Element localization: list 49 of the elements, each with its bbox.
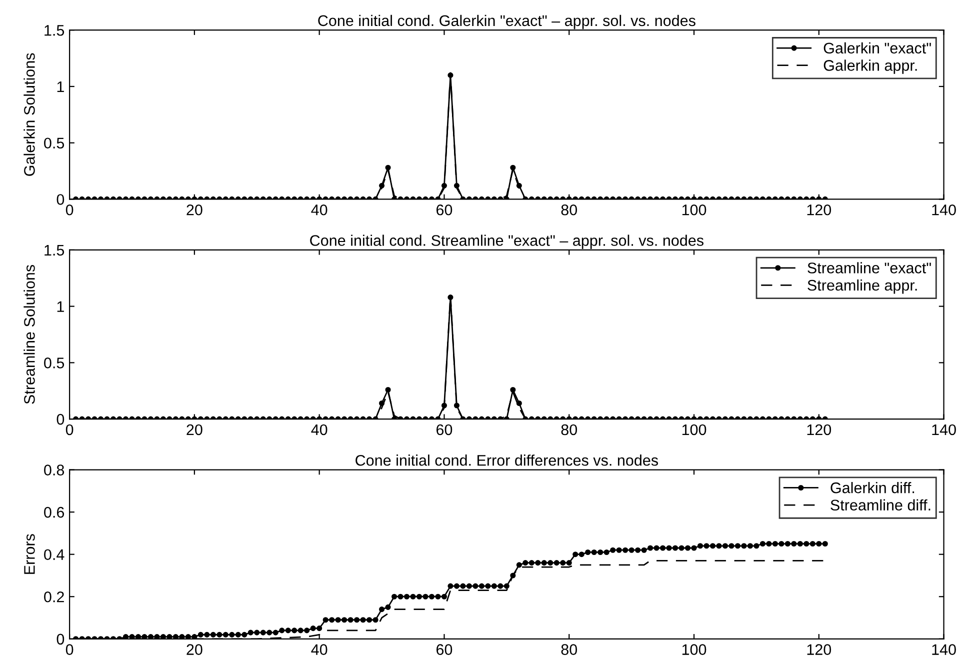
y-tick-label: 0.5 bbox=[44, 358, 64, 368]
x-tick-label: 140 bbox=[932, 424, 956, 436]
x-tick-label: 20 bbox=[186, 424, 202, 436]
x-tick-label: 80 bbox=[561, 644, 578, 655]
legend-label: Galerkin appr. bbox=[824, 60, 917, 74]
x-tick-label: 100 bbox=[682, 204, 706, 216]
y-axis-title: Streamline Solutions bbox=[24, 264, 35, 404]
y-tick-label: 0 bbox=[56, 414, 64, 425]
x-tick-label: 140 bbox=[932, 644, 956, 655]
legend-label: Streamline "exact" bbox=[808, 262, 931, 274]
legend-label: Streamline appr. bbox=[808, 279, 917, 294]
x-tick-label: 80 bbox=[561, 424, 578, 436]
y-tick-label: 0.2 bbox=[44, 591, 64, 602]
y-tick-label: 1 bbox=[57, 301, 64, 312]
y-tick-label: 0.5 bbox=[44, 138, 64, 149]
y-tick-label: 1 bbox=[57, 82, 64, 92]
x-tick-label: 20 bbox=[186, 644, 202, 655]
x-tick-label: 80 bbox=[561, 204, 578, 216]
y-tick-label: 0.6 bbox=[44, 506, 64, 518]
x-tick-label: 0 bbox=[66, 644, 74, 655]
x-tick-label: 0 bbox=[66, 424, 74, 436]
chart-title: Cone initial cond. Streamline "exact" – appr. sol. vs. nodes bbox=[310, 234, 704, 249]
x-tick-label: 40 bbox=[311, 644, 328, 655]
chart-title: Cone initial cond. Error differences vs. nodes bbox=[356, 454, 658, 466]
y-tick-label: 0.8 bbox=[44, 464, 64, 476]
x-tick-label: 40 bbox=[311, 204, 328, 216]
y-tick-label: 0 bbox=[56, 634, 64, 645]
y-tick-label: 1.5 bbox=[44, 25, 64, 36]
x-tick-label: 100 bbox=[682, 424, 706, 436]
x-tick-label: 120 bbox=[807, 424, 832, 436]
x-tick-label: 100 bbox=[682, 644, 706, 655]
x-tick-label: 140 bbox=[932, 204, 956, 216]
x-tick-label: 20 bbox=[186, 204, 202, 216]
legend-label: Streamline diff. bbox=[830, 499, 930, 511]
x-tick-label: 120 bbox=[807, 644, 832, 655]
chart-title: Cone initial cond. Galerkin "exact" – appr. sol. vs. nodes bbox=[318, 14, 696, 30]
x-tick-label: 60 bbox=[436, 204, 452, 216]
legend-label: Galerkin "exact" bbox=[824, 42, 931, 54]
y-tick-label: 0.4 bbox=[44, 549, 64, 560]
y-tick-label: 0 bbox=[56, 194, 64, 205]
y-axis-title: Galerkin Solutions bbox=[24, 53, 35, 176]
x-tick-label: 60 bbox=[436, 644, 452, 655]
y-tick-label: 1.5 bbox=[44, 244, 64, 256]
y-axis-title: Errors bbox=[24, 534, 35, 574]
x-tick-label: 120 bbox=[807, 204, 832, 216]
legend-label: Galerkin diff. bbox=[830, 482, 914, 494]
x-tick-label: 0 bbox=[66, 204, 74, 216]
x-tick-label: 40 bbox=[311, 424, 328, 436]
x-tick-label: 60 bbox=[436, 424, 452, 436]
